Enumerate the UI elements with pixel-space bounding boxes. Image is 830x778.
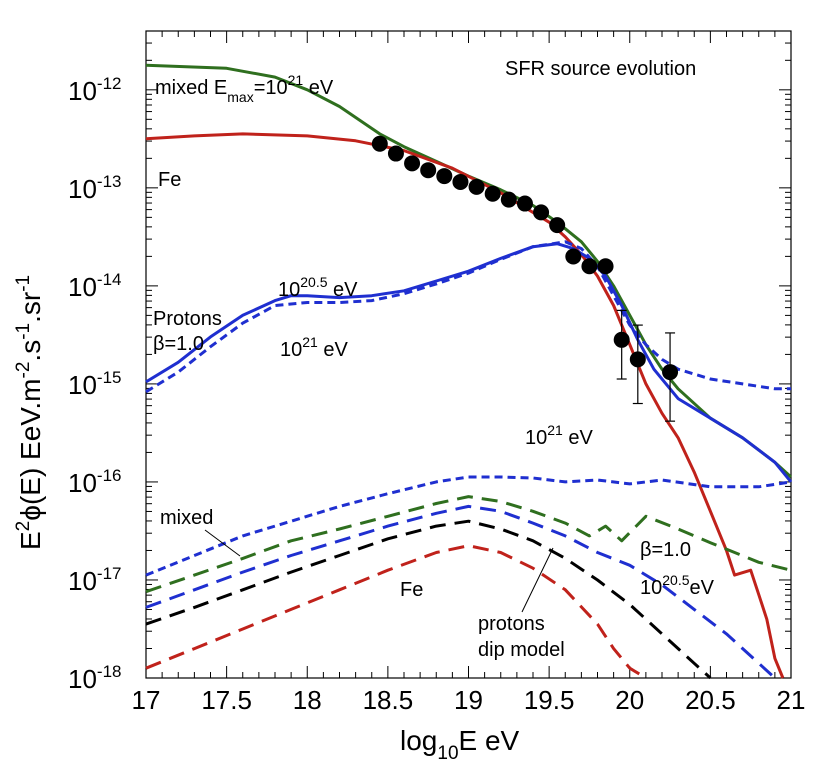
label-e205-top: 1020.5 eV	[278, 274, 358, 301]
data-point	[436, 168, 453, 185]
data-point	[581, 258, 598, 275]
series-line-2	[145, 242, 793, 483]
data-point	[452, 173, 469, 190]
data-point	[533, 204, 550, 221]
label-fe-top: Fe	[158, 169, 181, 191]
x-tick-label: 19	[454, 685, 483, 715]
data-point	[662, 364, 679, 381]
x-tick-label: 20.5	[685, 685, 736, 715]
series-line-4	[145, 475, 792, 577]
label-protons: Protons	[153, 308, 222, 330]
data-point	[387, 145, 404, 162]
data-point	[565, 248, 582, 265]
x-tick-label: 21	[777, 685, 806, 715]
label-mixed-emax: mixed Emax=1021 eV	[155, 72, 334, 105]
protons-dip-pointer	[521, 547, 554, 613]
x-tick-label: 18	[293, 685, 322, 715]
data-point	[613, 331, 630, 348]
y-tick-label: 10-17	[68, 564, 122, 596]
data-point	[484, 185, 501, 202]
x-tick-label: 17	[132, 685, 161, 715]
label-protons-dip-1: protons	[478, 613, 545, 635]
y-tick-label: 10-15	[68, 368, 122, 400]
label-mixed-low: mixed	[160, 507, 213, 529]
x-tick-label: 19.5	[524, 685, 575, 715]
y-tick-label: 10-12	[68, 74, 122, 106]
x-tick-label: 18.5	[363, 685, 414, 715]
data-point	[404, 155, 421, 172]
y-tick-label: 10-13	[68, 172, 122, 204]
x-tick-label: 17.5	[201, 685, 252, 715]
data-point	[549, 217, 566, 234]
data-point	[371, 135, 388, 152]
series-line-3	[145, 240, 791, 394]
y-tick-label: 10-16	[68, 466, 122, 498]
label-fe-low: Fe	[400, 579, 423, 601]
chart-title: SFR source evolution	[505, 58, 696, 80]
data-point	[500, 191, 517, 208]
y-tick-label: 10-14	[68, 270, 122, 302]
y-axis-title: E2ϕ(E) EeV.m-2.s-1.sr-1	[13, 275, 46, 550]
data-point	[516, 195, 533, 212]
data-point	[468, 178, 485, 195]
label-beta-low: β=1.0	[640, 539, 691, 561]
data-point	[629, 351, 646, 368]
data-points	[371, 135, 679, 422]
label-e21-low: 1021 eV	[525, 422, 594, 449]
label-beta-top: β=1.0	[153, 333, 204, 355]
label-e205-low: 1020.5eV	[640, 572, 715, 599]
label-protons-dip-2: dip model	[478, 639, 565, 661]
data-point	[597, 258, 614, 275]
series-line-5	[145, 495, 792, 594]
series-group	[145, 63, 793, 680]
y-tick-label: 10-18	[68, 662, 122, 694]
data-point	[420, 162, 437, 179]
ticks: 17 17.5 18 18.5 19 19.5 20 20.5 21 10-12 10-13 10-1…	[68, 31, 805, 715]
mixed-low-pointer	[204, 529, 241, 557]
label-e21-top: 1021 eV	[280, 334, 349, 361]
x-axis-title: log10E eV	[400, 725, 520, 764]
series-line-6	[145, 504, 776, 680]
series-line-7	[145, 519, 712, 680]
x-tick-label: 20	[615, 685, 644, 715]
